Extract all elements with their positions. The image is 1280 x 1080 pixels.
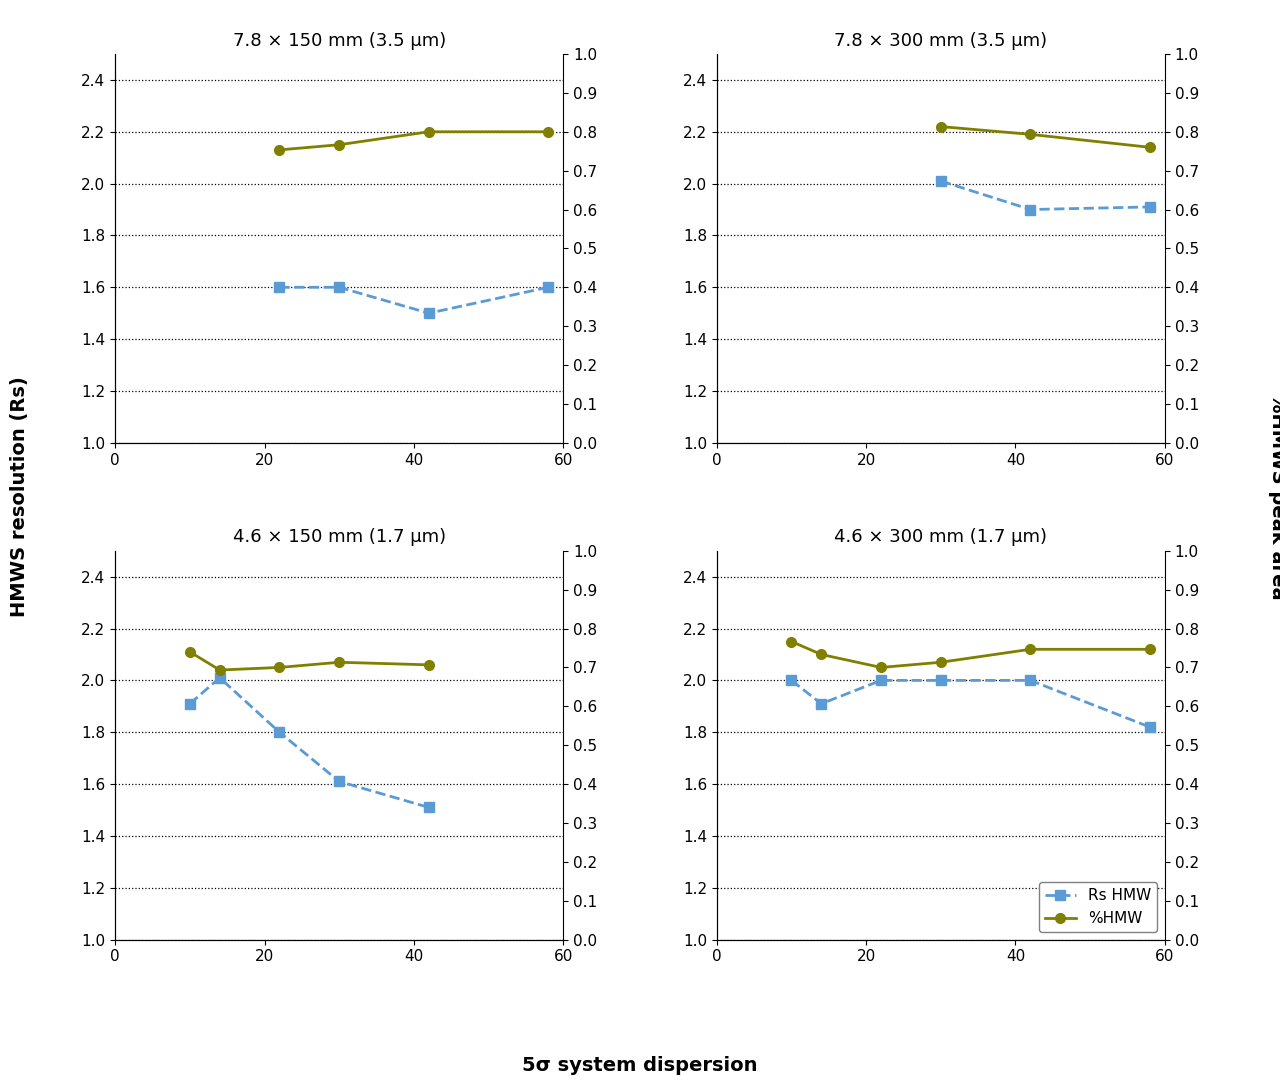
Text: %HMWS peak area: %HMWS peak area — [1268, 393, 1280, 600]
Text: 5σ system dispersion: 5σ system dispersion — [522, 1055, 758, 1075]
Text: HMWS resolution (Rs): HMWS resolution (Rs) — [10, 377, 28, 617]
Text: (μL): (μL) — [618, 1076, 662, 1080]
Title: 7.8 × 300 mm (3.5 μm): 7.8 × 300 mm (3.5 μm) — [835, 31, 1047, 50]
Title: 4.6 × 150 mm (1.7 μm): 4.6 × 150 mm (1.7 μm) — [233, 528, 445, 546]
Title: 7.8 × 150 mm (3.5 μm): 7.8 × 150 mm (3.5 μm) — [233, 31, 445, 50]
Legend: Rs HMW, %HMW: Rs HMW, %HMW — [1039, 882, 1157, 932]
Title: 4.6 × 300 mm (1.7 μm): 4.6 × 300 mm (1.7 μm) — [835, 528, 1047, 546]
